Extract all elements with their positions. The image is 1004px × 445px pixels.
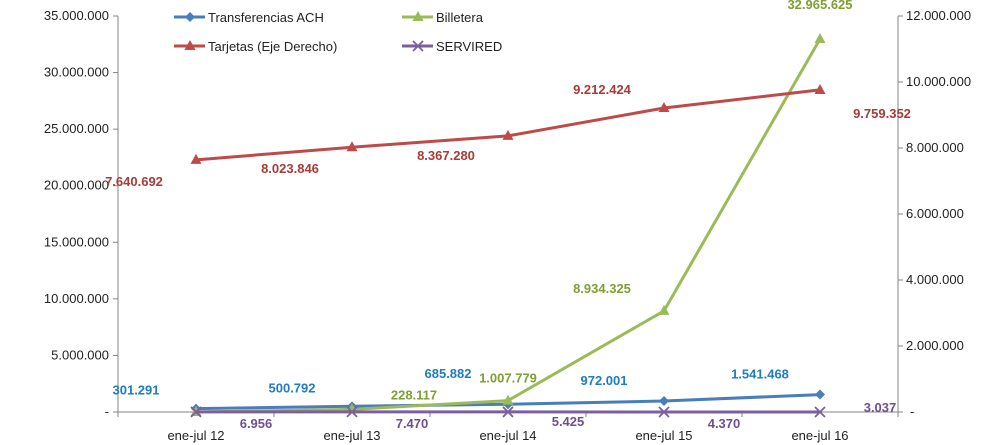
data-label-3: 6.956 bbox=[240, 416, 273, 431]
series-3-marker bbox=[502, 406, 514, 418]
data-label-2: 8.023.846 bbox=[261, 161, 319, 176]
data-label-1: 32.965.625 bbox=[787, 0, 852, 12]
data-label-0: 500.792 bbox=[269, 380, 316, 395]
x-tick-label: ene-jul 13 bbox=[323, 428, 380, 443]
y-left-tick-label: 10.000.000 bbox=[44, 291, 109, 306]
x-tick-label: ene-jul 14 bbox=[479, 428, 536, 443]
data-label-2: 8.367.280 bbox=[417, 148, 475, 163]
series-1-marker bbox=[814, 33, 826, 44]
y-right-tick-label: - bbox=[910, 404, 914, 419]
y-right-tick-label: 2.000.000 bbox=[906, 338, 964, 353]
legend-label-2: Tarjetas (Eje Derecho) bbox=[208, 39, 337, 54]
legend-marker-0 bbox=[185, 12, 195, 22]
series-1-marker bbox=[502, 394, 514, 405]
data-label-3: 4.370 bbox=[708, 416, 741, 431]
data-label-1: 8.934.325 bbox=[573, 281, 631, 296]
data-label-0: 301.291 bbox=[113, 383, 160, 398]
y-right-tick-label: 4.000.000 bbox=[906, 272, 964, 287]
data-label-1: 1.007.779 bbox=[479, 371, 537, 386]
data-label-3: 5.425 bbox=[552, 414, 585, 429]
series-3-marker bbox=[190, 406, 202, 418]
legend-label-0: Transferencias ACH bbox=[208, 10, 324, 25]
y-left-tick-label: 25.000.000 bbox=[44, 121, 109, 136]
y-right-tick-label: 12.000.000 bbox=[906, 8, 971, 23]
x-tick-label: ene-jul 16 bbox=[791, 428, 848, 443]
data-label-3: 3.037 bbox=[864, 400, 897, 415]
y-left-tick-label: - bbox=[105, 404, 109, 419]
y-right-tick-label: 8.000.000 bbox=[906, 140, 964, 155]
y-right-tick-label: 10.000.000 bbox=[906, 74, 971, 89]
y-left-tick-label: 35.000.000 bbox=[44, 8, 109, 23]
series-2-marker bbox=[502, 129, 514, 140]
series-line-2 bbox=[195, 88, 821, 162]
series-line-1 bbox=[195, 38, 822, 414]
y-right-tick-label: 6.000.000 bbox=[906, 206, 964, 221]
legend-marker-2 bbox=[184, 40, 196, 50]
legend-label-1: Billetera bbox=[436, 10, 484, 25]
series-0-marker bbox=[659, 396, 669, 407]
data-label-1: 228.117 bbox=[391, 387, 437, 402]
y-left-tick-label: 15.000.000 bbox=[44, 234, 109, 249]
series-3-marker bbox=[814, 406, 826, 418]
x-tick-label: ene-jul 15 bbox=[635, 428, 692, 443]
y-left-tick-label: 5.000.000 bbox=[51, 347, 109, 362]
series-2-marker bbox=[346, 141, 358, 152]
y-left-tick-label: 30.000.000 bbox=[44, 65, 109, 80]
data-label-2: 9.212.424 bbox=[573, 82, 632, 97]
data-label-0: 972.001 bbox=[581, 373, 628, 388]
series-0-marker bbox=[815, 389, 825, 400]
series-2-marker bbox=[814, 83, 826, 94]
data-label-0: 1.541.468 bbox=[731, 367, 789, 382]
series-2-marker bbox=[658, 101, 670, 112]
data-label-3: 7.470 bbox=[396, 416, 429, 431]
x-tick-label: ene-jul 12 bbox=[167, 428, 224, 443]
legend-marker-1 bbox=[412, 11, 424, 21]
series-3-marker bbox=[346, 406, 358, 418]
data-label-0: 685.882 bbox=[425, 366, 472, 381]
series-1-marker bbox=[658, 304, 670, 315]
series-3-marker bbox=[658, 406, 670, 418]
data-label-2: 7.640.692 bbox=[105, 174, 163, 189]
legend-label-3: SERVIRED bbox=[436, 39, 502, 54]
legend-marker-3 bbox=[412, 40, 424, 52]
series-2-marker bbox=[190, 153, 202, 164]
data-label-2: 9.759.352 bbox=[853, 106, 911, 121]
y-left-tick-label: 20.000.000 bbox=[44, 178, 109, 193]
